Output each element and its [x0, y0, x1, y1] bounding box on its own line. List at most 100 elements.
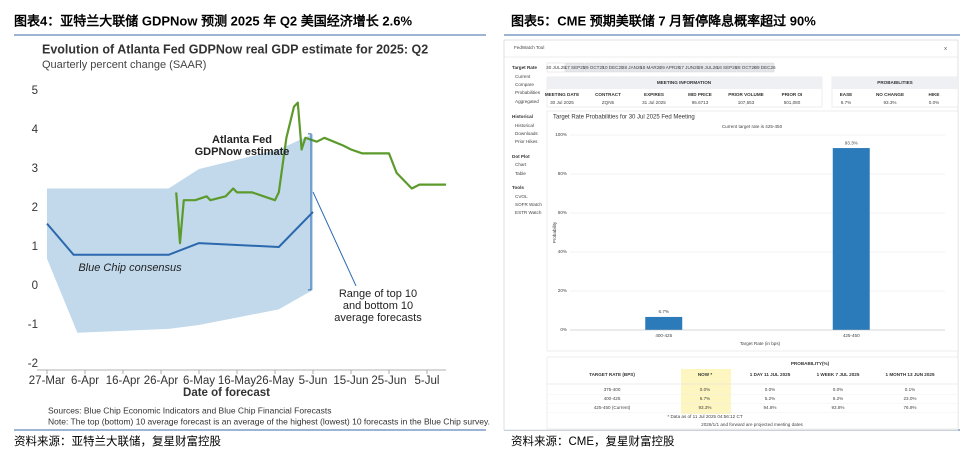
table-cell: 5.2%	[765, 396, 775, 401]
close-button[interactable]: X	[944, 46, 947, 51]
now-highlight	[681, 369, 731, 414]
series-label: and bottom 10	[343, 300, 413, 312]
sidebar-item[interactable]: Historical	[512, 114, 533, 119]
table-header: NOW *	[698, 372, 713, 377]
table-group: PROBABILITY(%)	[791, 361, 830, 366]
bar-value-label: 6.7%	[659, 309, 669, 314]
prob-title: PROBABILITIES	[877, 80, 912, 85]
meeting-tab[interactable]	[736, 62, 756, 73]
y-tick-label: 5	[32, 85, 38, 97]
sidebar-item[interactable]: Compare	[515, 82, 534, 87]
meeting-tab[interactable]	[546, 62, 566, 73]
y-axis-label: Probability	[552, 221, 557, 243]
meeting-tab[interactable]	[565, 62, 585, 73]
meeting-tab-label: 09 DEC26	[754, 65, 776, 70]
meeting-header: CONTRACT	[595, 92, 621, 97]
sidebar-item[interactable]: Historical	[515, 123, 534, 128]
sidebar-item[interactable]: Table	[515, 171, 526, 176]
table-header: 1 WEEK 7 JUL 2025	[817, 372, 860, 377]
meeting-tab[interactable]	[755, 62, 775, 73]
meeting-tab-label: 17 JUN26	[679, 65, 700, 70]
meeting-header: PRIOR VOLUME	[728, 92, 763, 97]
table-box	[546, 356, 959, 430]
left-source: 资料来源：亚特兰大联储，复星财富控股	[14, 434, 221, 448]
note: Note: The top (bottom) 10 average foreca…	[48, 416, 490, 426]
meeting-tab-label: 28 JAN26	[622, 65, 643, 70]
meeting-tab[interactable]	[679, 62, 699, 73]
series-label: average forecasts	[334, 312, 422, 324]
meeting-tab[interactable]	[660, 62, 680, 73]
x-tick-label: 26-May	[256, 375, 295, 387]
x-tick-label: 25-Jun	[371, 375, 406, 387]
meeting-cell: 501,080	[784, 100, 801, 105]
x-axis-label: Date of forecast	[183, 387, 270, 399]
prob-cell: 93.3%	[883, 100, 896, 105]
sidebar-item[interactable]: ESTR Watch	[515, 210, 542, 215]
series-label: Blue Chip consensus	[78, 262, 182, 274]
y-tick-label: 60%	[558, 210, 567, 215]
prob-head	[832, 77, 958, 89]
meeting-header: MID PRICE	[688, 92, 712, 97]
table-cell: 23.0%	[903, 396, 916, 401]
x-tick-label: 425-450	[843, 333, 860, 338]
sidebar-item[interactable]: Current	[515, 74, 531, 79]
meeting-tab[interactable]	[603, 62, 623, 73]
table-cell: 93.3%	[698, 405, 711, 410]
meeting-tab[interactable]	[622, 62, 642, 73]
series-label: Range of top 10	[339, 288, 417, 300]
x-tick-label: 400-425	[655, 333, 672, 338]
x-tick-label: 6-May	[183, 375, 215, 387]
meeting-tab[interactable]	[641, 62, 661, 73]
footer: 2026/1/1 and forward are projected meeti…	[701, 422, 803, 427]
sidebar-item[interactable]: Dot Plot	[512, 154, 530, 159]
meeting-tab-label: 28 OCT26	[735, 65, 757, 70]
x-tick-label: 27-Mar	[29, 375, 66, 387]
x-tick-label: 15-Jun	[333, 375, 368, 387]
prob-header: HIKE	[929, 92, 940, 97]
prob-cell: 0.0%	[929, 100, 939, 105]
sidebar-item[interactable]: Aggregated	[515, 99, 539, 104]
note: Sources: Blue Chip Economic Indicators a…	[48, 405, 331, 415]
meeting-header: PRIOR OI	[782, 92, 803, 97]
table-cell: 6.7%	[700, 396, 710, 401]
meeting-tab-label: 29 APR26	[660, 65, 681, 70]
sidebar-item[interactable]: Tools	[512, 185, 524, 190]
sidebar-item[interactable]: Prior Hikes	[515, 139, 538, 144]
sidebar-item[interactable]: Chart	[515, 162, 527, 167]
meeting-header: EXPIRES	[644, 92, 664, 97]
table-cell: 0.0%	[833, 387, 843, 392]
series-label: Atlanta Fed	[212, 134, 272, 146]
table-header: 1 DAY 11 JUL 2025	[750, 372, 791, 377]
range-pointer	[312, 191, 357, 287]
x-axis-label: Target Rate (in bps)	[740, 341, 781, 346]
sidebar-item[interactable]: Probabilities	[515, 90, 541, 95]
table-header: 1 MONTH 13 JUN 2025	[885, 372, 934, 377]
y-tick-label: 0	[32, 280, 38, 292]
meeting-cell: 95.6713	[692, 100, 709, 105]
chart-subtitle: Quarterly percent change (SAAR)	[42, 59, 206, 71]
bar	[645, 316, 683, 330]
y-tick-label: 0%	[560, 327, 567, 332]
meeting-cell: ZQN5	[602, 100, 615, 105]
meeting-tab[interactable]	[584, 62, 604, 73]
meeting-tab[interactable]	[698, 62, 718, 73]
sidebar-item[interactable]: Target Rate	[512, 65, 537, 70]
table-cell: 93.8%	[831, 405, 844, 410]
sidebar-item[interactable]: CVOL	[515, 194, 528, 199]
table-cell: 400-425	[604, 396, 621, 401]
sidebar-item[interactable]: SOFR Watch	[515, 202, 542, 207]
range-bracket	[308, 133, 312, 291]
prob-header: EASE	[840, 92, 853, 97]
meeting-tab-label: 16 SEP26	[717, 65, 738, 70]
table-cell: 76.9%	[903, 405, 916, 410]
y-tick-label: 4	[32, 124, 39, 136]
table-cell: 0.0%	[765, 387, 775, 392]
bar	[832, 148, 870, 330]
sidebar-item[interactable]: Downloads	[515, 131, 538, 136]
right-source: 资料来源：CME，复星财富控股	[511, 434, 675, 448]
meeting-cell: 30 Jul 2025	[550, 100, 574, 105]
meeting-title: MEETING INFORMATION	[657, 80, 712, 85]
meeting-tab-label: 17 SEP25	[565, 65, 586, 70]
meeting-tab[interactable]	[717, 62, 737, 73]
